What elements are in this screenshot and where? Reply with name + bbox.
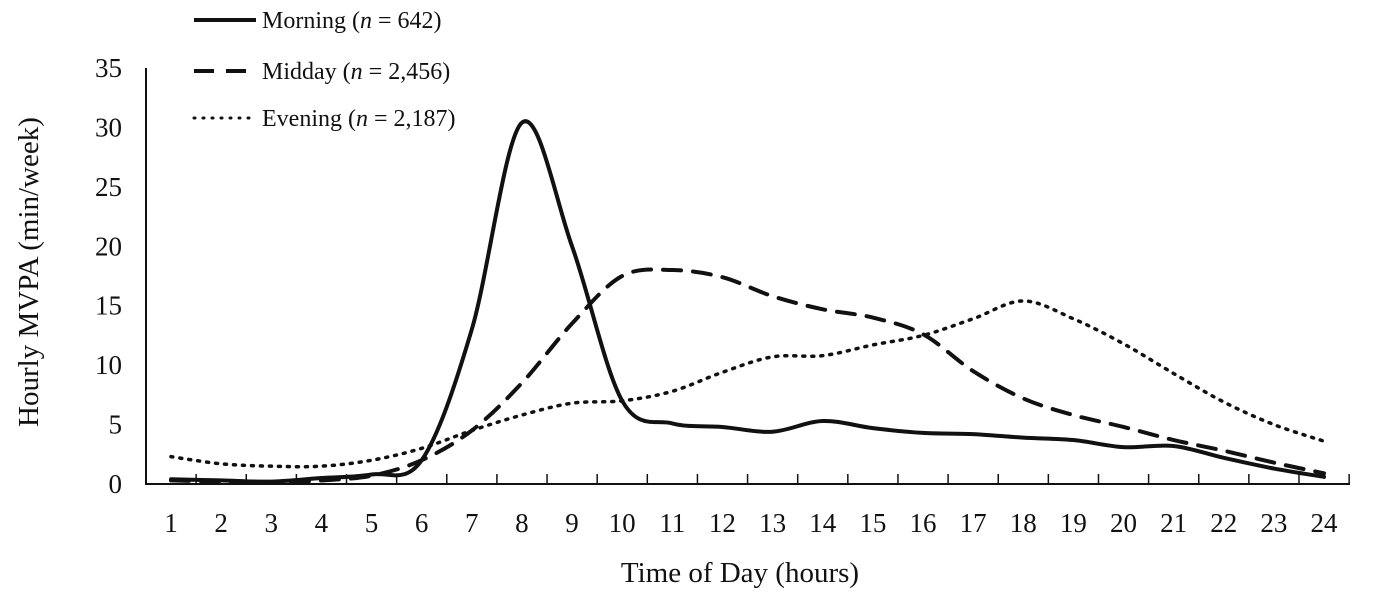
y-tick-label: 35 xyxy=(95,53,122,83)
x-axis-title: Time of Day (hours) xyxy=(621,557,859,589)
y-tick-label: 10 xyxy=(95,350,122,380)
x-tick-label: 20 xyxy=(1110,508,1137,538)
x-tick-label: 13 xyxy=(759,508,786,538)
legend-label-midday: Midday (n = 2,456) xyxy=(262,59,450,85)
x-tick-label: 5 xyxy=(365,508,379,538)
legend: Morning (n = 642) Midday (n = 2,456) Eveni… xyxy=(192,8,456,132)
x-tick-label: 16 xyxy=(909,508,936,538)
x-tick-labels: 1 2 3 4 5 6 7 8 9 10 11 12 13 14 15 16 17 18 19 20 21 22 23 24 xyxy=(164,508,1338,538)
x-tick-label: 19 xyxy=(1060,508,1087,538)
y-tick-label: 5 xyxy=(109,410,123,440)
x-tick-label: 1 xyxy=(164,508,178,538)
x-tick-label: 8 xyxy=(515,508,529,538)
x-tick-label: 18 xyxy=(1010,508,1037,538)
series-line-midday xyxy=(169,267,1326,485)
y-tick-label: 25 xyxy=(95,172,122,202)
legend-label-morning: Morning (n = 642) xyxy=(262,8,442,34)
x-tick-label: 12 xyxy=(709,508,736,538)
x-tick-label: 4 xyxy=(315,508,329,538)
x-tick-label: 23 xyxy=(1260,508,1287,538)
x-tick-label: 2 xyxy=(214,508,228,538)
x-tick-label: 17 xyxy=(960,508,987,538)
series-line-evening xyxy=(169,299,1326,469)
series-line-morning xyxy=(169,119,1326,484)
y-tick-label: 15 xyxy=(95,291,122,321)
series-lines xyxy=(169,119,1326,485)
y-tick-label: 0 xyxy=(109,469,123,499)
x-tick-label: 11 xyxy=(659,508,685,538)
x-tick-label: 6 xyxy=(415,508,429,538)
legend-label-evening: Evening (n = 2,187) xyxy=(262,106,456,132)
x-tick-label: 24 xyxy=(1311,508,1339,538)
x-tick-label: 9 xyxy=(565,508,579,538)
y-tick-label: 20 xyxy=(95,231,122,261)
y-axis-title: Hourly MVPA (min/week) xyxy=(13,117,45,427)
y-tick-labels: 0 5 10 15 20 25 30 35 xyxy=(95,53,122,499)
x-tick-label: 3 xyxy=(265,508,279,538)
y-tick-label: 30 xyxy=(95,112,122,142)
x-tick-label: 22 xyxy=(1210,508,1237,538)
x-tick-label: 7 xyxy=(465,508,479,538)
x-tick-label: 14 xyxy=(809,508,837,538)
x-tick-label: 15 xyxy=(859,508,886,538)
x-tick-label: 10 xyxy=(609,508,636,538)
x-tick-label: 21 xyxy=(1160,508,1187,538)
